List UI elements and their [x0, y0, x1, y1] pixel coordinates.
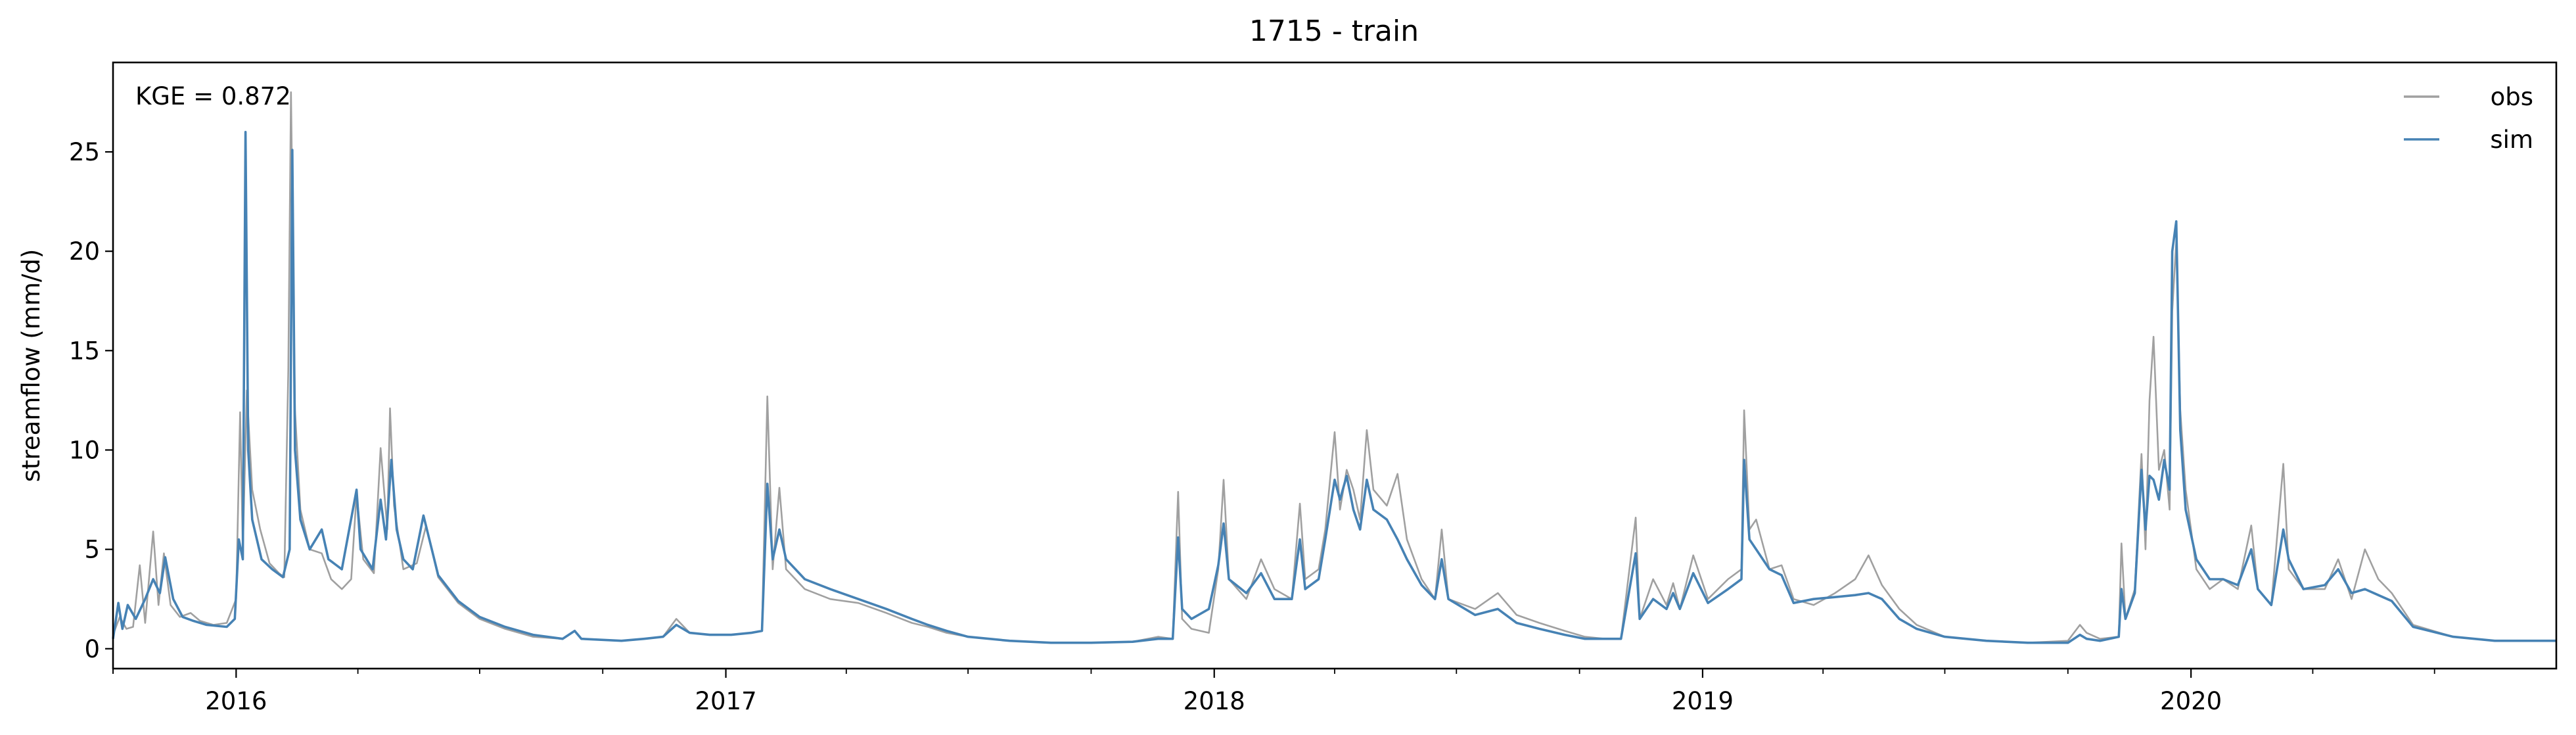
y-tick-label: 20	[69, 237, 100, 266]
legend: obs sim	[2404, 83, 2533, 154]
x-tick-label: 2017	[695, 687, 756, 715]
y-axis-label: streamflow (mm/d)	[17, 249, 45, 483]
plot-frame	[112, 61, 2558, 670]
x-tick-label: 2018	[1184, 687, 1245, 715]
kge-annotation: KGE = 0.872	[135, 82, 291, 110]
series-line-obs	[112, 91, 2556, 644]
series-line-sim	[112, 131, 2556, 644]
y-axis-ticks: 0 5 10 15 20 25	[69, 138, 113, 663]
x-tick-label: 2019	[1672, 687, 1734, 715]
x-tick-label: 2020	[2160, 687, 2222, 715]
y-tick-label: 5	[84, 536, 100, 564]
y-tick-label: 0	[84, 635, 100, 663]
chart-title: 1715 - train	[1249, 14, 1419, 48]
y-tick-label: 15	[69, 337, 100, 365]
x-axis-ticks: 2016 2017 2018 2019 2020	[112, 669, 2435, 715]
y-tick-label: 10	[69, 436, 100, 464]
legend-obs-label: obs	[2491, 83, 2533, 111]
x-tick-label: 2016	[205, 687, 267, 715]
plot-lines	[112, 91, 2556, 644]
legend-sim-label: sim	[2490, 126, 2533, 154]
y-tick-label: 25	[69, 138, 100, 166]
